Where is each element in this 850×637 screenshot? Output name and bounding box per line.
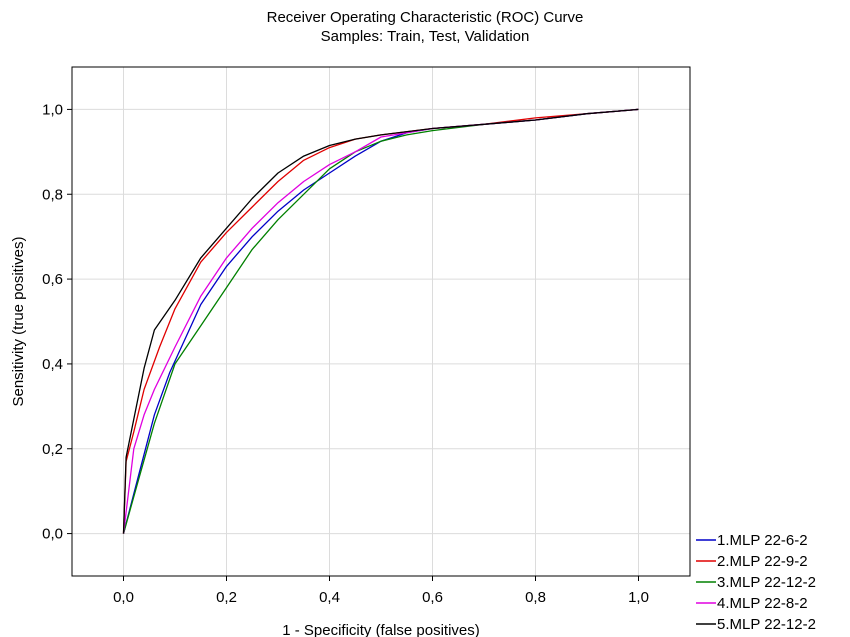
x-tick-label: 0,6 (422, 589, 443, 606)
y-axis-label: Sensitivity (true positives) (10, 236, 27, 406)
series-line (122, 108, 639, 534)
legend-label: 4.MLP 22-8-2 (717, 595, 808, 612)
legend-label: 2.MLP 22-9-2 (717, 553, 808, 570)
x-tick-label: 0,2 (216, 589, 237, 606)
chart-subtitle: Samples: Train, Test, Validation (320, 28, 530, 45)
plot-frame (71, 66, 691, 577)
x-tick-label: 1,0 (628, 589, 649, 606)
legend-label: 3.MLP 22-12-2 (717, 574, 816, 591)
series-line (122, 108, 639, 534)
chart-title: Receiver Operating Characteristic (ROC) … (266, 9, 584, 26)
y-tick-label: 0,4 (42, 356, 63, 373)
x-tick-label: 0,0 (113, 589, 134, 606)
series-line (122, 108, 639, 534)
series-lines (122, 108, 639, 534)
legend-label: 1.MLP 22-6-2 (717, 532, 808, 549)
x-axis-label: 1 - Specificity (false positives) (282, 622, 480, 637)
legend-label: 5.MLP 22-12-2 (717, 616, 816, 633)
grid (72, 67, 690, 576)
axis-ticks: 0,0 0,2 0,4 0,6 0,8 1,0 0,0 0,2 0,4 0,6 0,8 1,0 (42, 101, 649, 606)
legend: 1.MLP 22-6-2 2.MLP 22-9-2 3.MLP 22-12-2 4.M… (696, 532, 816, 633)
x-tick-label: 0,4 (319, 589, 340, 606)
series-line (122, 108, 639, 534)
y-tick-label: 0,8 (42, 186, 63, 203)
y-tick-label: 1,0 (42, 101, 63, 118)
x-tick-label: 0,8 (525, 589, 546, 606)
y-tick-label: 0,0 (42, 526, 63, 543)
y-tick-label: 0,2 (42, 441, 63, 458)
y-tick-label: 0,6 (42, 271, 63, 288)
series-line (122, 108, 639, 534)
